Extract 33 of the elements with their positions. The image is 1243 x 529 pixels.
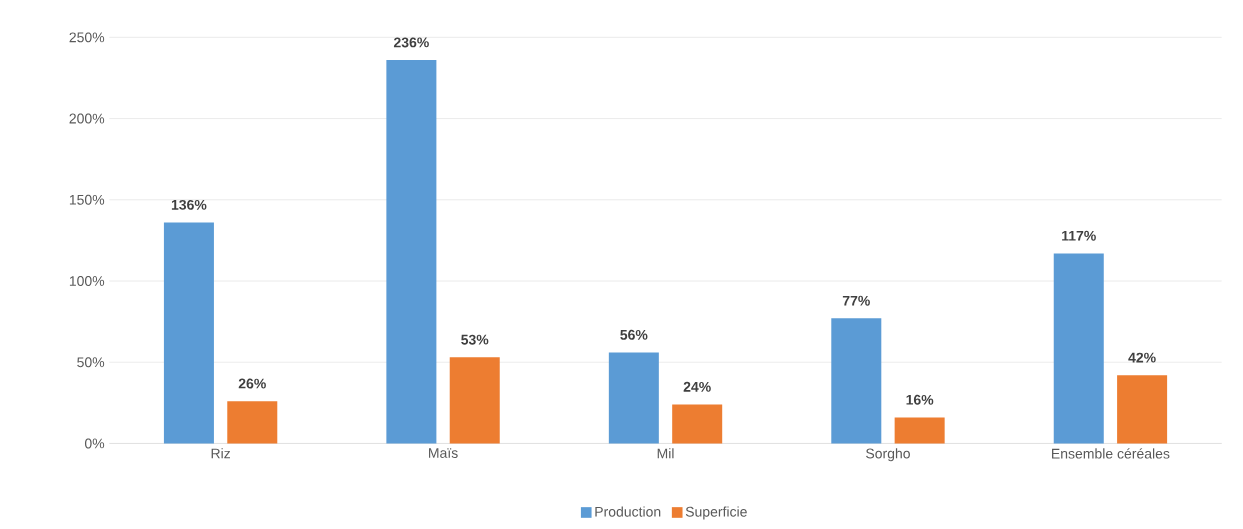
bar — [608, 352, 659, 444]
bar — [449, 357, 500, 444]
data-label: 56% — [620, 329, 648, 340]
bar — [672, 404, 723, 444]
legend-label: Production — [595, 506, 661, 517]
bar — [163, 222, 214, 444]
y-tick-label: 250% — [69, 32, 105, 43]
data-label: 236% — [393, 37, 429, 48]
data-label: 42% — [1128, 352, 1156, 363]
x-tick-label: Riz — [211, 447, 230, 459]
data-label: 53% — [461, 334, 489, 345]
bar — [227, 400, 278, 444]
data-label: 77% — [842, 295, 870, 306]
x-tick-label: Maïs — [429, 447, 458, 458]
x-tick-label: Mil — [657, 447, 674, 459]
x-tick-label: Ensemble céréales — [1052, 447, 1170, 459]
bar — [1053, 253, 1104, 444]
y-tick-label: 100% — [69, 275, 105, 286]
data-label: 26% — [238, 378, 266, 389]
legend-label: Superficie — [685, 506, 747, 520]
data-label: 24% — [683, 381, 711, 392]
y-tick-label: 0% — [84, 438, 105, 449]
data-label: 117% — [1062, 230, 1096, 241]
y-tick-label: 150% — [69, 194, 105, 205]
bar — [386, 59, 437, 444]
bar — [1117, 374, 1168, 444]
data-label: 16% — [906, 394, 934, 405]
bar — [831, 318, 882, 444]
data-label: 136% — [171, 199, 207, 210]
y-tick-label: 200% — [69, 113, 105, 124]
y-tick-label: 50% — [77, 357, 105, 367]
bar — [894, 417, 945, 444]
x-tick-label: Sorgho — [866, 447, 910, 461]
